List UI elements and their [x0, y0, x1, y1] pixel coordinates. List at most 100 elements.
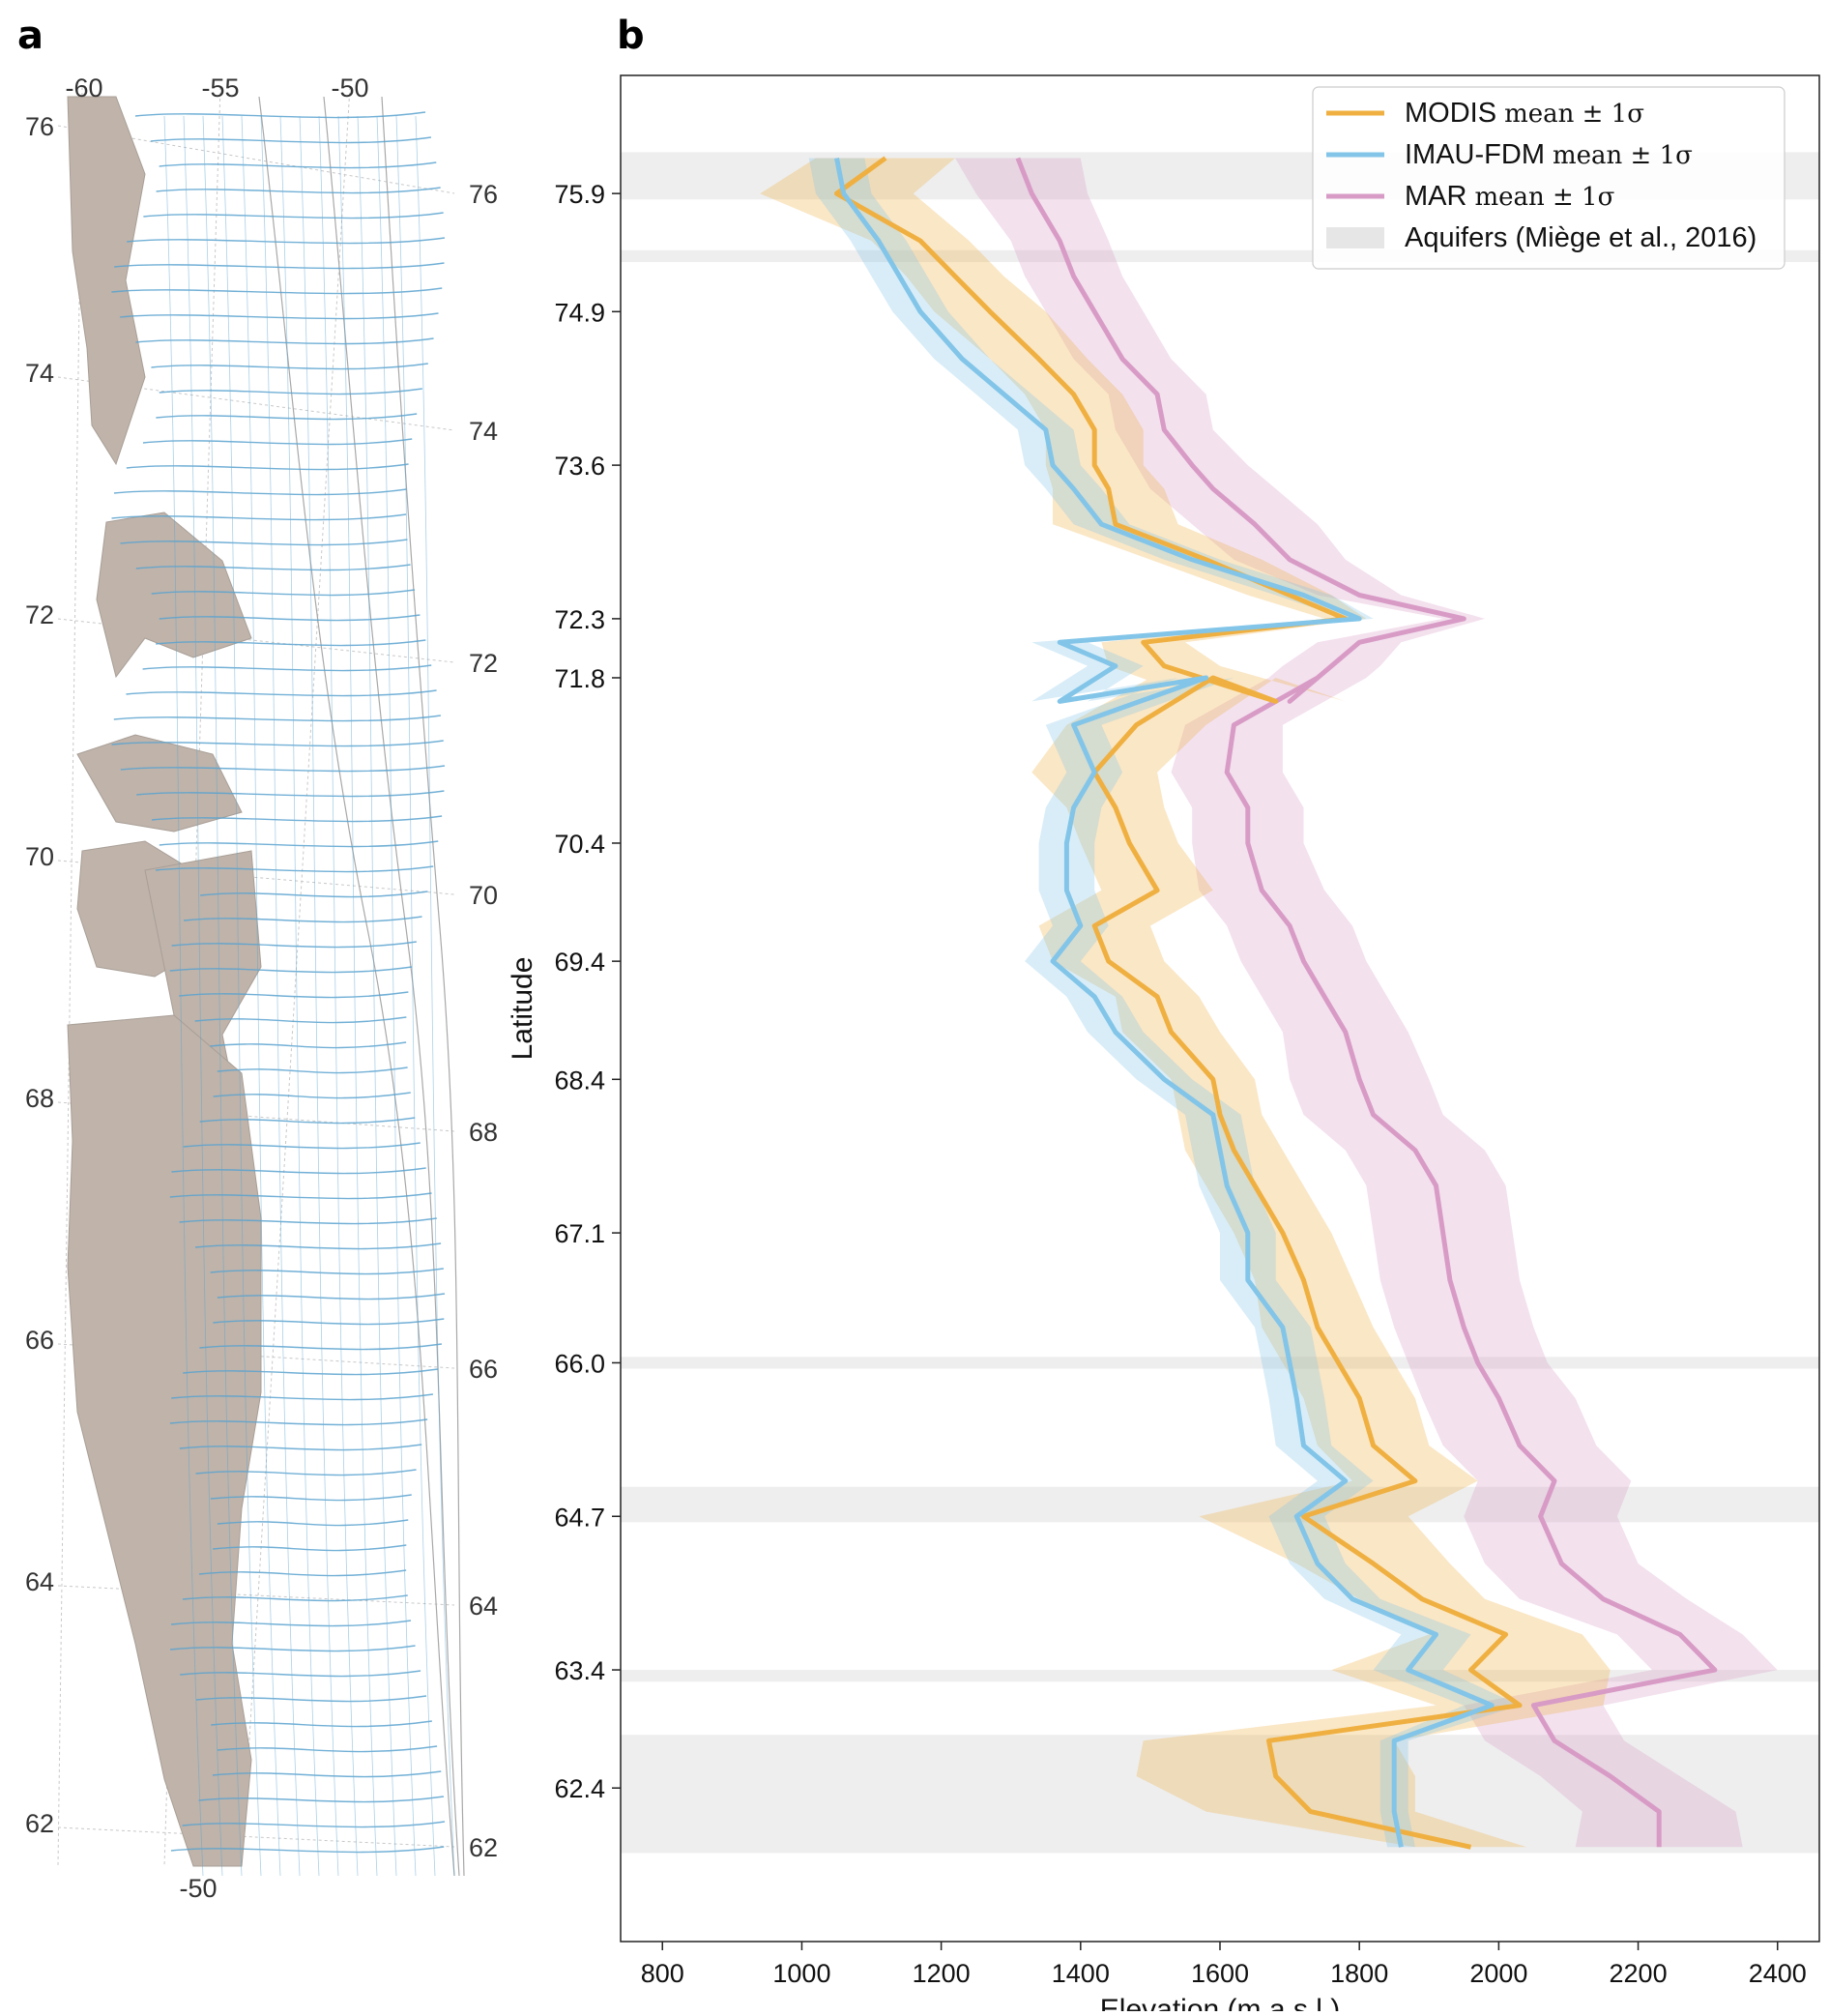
flowline-isochrone [260, 115, 301, 1877]
flowline-isochrone [318, 115, 359, 1877]
flowline-isochrone [202, 115, 243, 1877]
lat-label-left-62: 62 [25, 1809, 54, 1838]
y-axis-title: Latitude [507, 957, 538, 1061]
legend-label-mar: MAR [1405, 181, 1466, 212]
sd-band-mar [955, 158, 1778, 1848]
x-tick-label: 1200 [913, 1959, 971, 1988]
flowline [159, 840, 439, 848]
flowline [114, 262, 445, 270]
lat-label-left-74: 74 [25, 359, 54, 388]
flowline [171, 1393, 434, 1401]
lat-label-right-70: 70 [469, 881, 498, 910]
y-tick-label: 75.9 [554, 180, 605, 209]
lat-label-right-68: 68 [469, 1118, 498, 1147]
flowline [111, 287, 443, 295]
panel-label-b: b [617, 14, 645, 58]
flowline [211, 1720, 432, 1728]
flowline [151, 589, 416, 597]
lon-label-bottom: -50 [179, 1874, 217, 1903]
flowline-isochrone [221, 115, 262, 1877]
lat-label-right-72: 72 [469, 649, 498, 678]
flowline [198, 1796, 445, 1803]
legend-label-aquifers: Aquifers (Miège et al., 2016) [1405, 222, 1756, 253]
flowline [136, 790, 445, 798]
aquifer-band-3 [621, 1357, 1819, 1369]
flowline [120, 539, 408, 546]
flowline-isochrone [241, 115, 281, 1877]
flowline [156, 187, 441, 194]
y-tick-label: 74.9 [554, 298, 605, 327]
flowline-isochrone [395, 115, 436, 1877]
flowline [113, 715, 441, 722]
flowline [151, 363, 428, 370]
lon-label-top-1: -60 [65, 73, 102, 102]
y-tick-label: 63.4 [554, 1656, 605, 1685]
flowline [126, 463, 409, 471]
elevation-latitude-chart: 800 1000 1200 1400 1600 1800 2000 2200 2400 62.4… [507, 74, 1820, 2016]
flowline [180, 1670, 421, 1678]
mean-line-mar [1015, 157, 1718, 1848]
flowline [179, 1217, 437, 1225]
map-panel: -60 -55 -50 -50 76 74 72 70 68 66 64 62 … [0, 58, 503, 1924]
flowline [212, 1770, 442, 1778]
aquifer-band-2 [621, 1486, 1819, 1523]
aquifer-band-1 [621, 1670, 1819, 1682]
lat-label-left-70: 70 [25, 842, 54, 871]
flowline [151, 815, 443, 823]
legend-box [1312, 86, 1785, 270]
chart-panel: 800 1000 1200 1400 1600 1800 2000 2200 2400 62.4… [503, 58, 1829, 2016]
y-tick-label: 71.8 [554, 664, 605, 693]
flowline [111, 740, 444, 747]
flowline [156, 413, 418, 421]
flowline [179, 1444, 422, 1451]
x-tick-label: 1400 [1052, 1959, 1110, 1988]
flowline [135, 337, 434, 345]
flowline-isochrone [299, 115, 339, 1877]
mean-line-imau-fdm [834, 158, 1495, 1848]
flowline [195, 1469, 417, 1476]
lat-label-right-64: 64 [469, 1592, 498, 1621]
y-tick-label: 70.4 [554, 830, 605, 859]
flowline [159, 388, 422, 395]
flowline [135, 564, 411, 571]
legend-patch-aquifers [1326, 227, 1384, 248]
flowline [159, 161, 437, 169]
flowline [169, 966, 413, 974]
legend-suffix-modis: mean ± 1σ [1504, 100, 1644, 129]
x-tick-label: 800 [641, 1959, 684, 1988]
y-tick-label: 68.4 [554, 1066, 605, 1095]
flowline [120, 312, 439, 320]
lat-label-right-76: 76 [469, 180, 498, 209]
y-tick-label: 73.6 [554, 452, 605, 481]
flowline [195, 1695, 427, 1703]
legend-label-modis: MODIS [1405, 98, 1496, 129]
ice-flowlines [111, 111, 455, 1877]
x-tick-label: 2400 [1749, 1959, 1807, 1988]
flowline [217, 1066, 408, 1074]
y-axis-ticks: 62.4 63.4 64.7 66.0 67.1 68.4 69.4 70.4 71.8 72.3… [554, 180, 621, 1803]
flowline [120, 765, 446, 773]
flowline [210, 1494, 412, 1502]
mean-lines [834, 156, 1718, 1850]
x-tick-label: 1600 [1191, 1959, 1249, 1988]
flowline [134, 111, 426, 119]
flowline [155, 865, 434, 873]
x-tick-label: 2200 [1610, 1959, 1668, 1988]
plot-frame [620, 74, 1820, 1943]
lat-label-right-74: 74 [469, 417, 498, 446]
greenland-flowline-map: -60 -55 -50 -50 76 74 72 70 68 66 64 62 … [25, 73, 498, 1903]
flowline-isochrone [415, 115, 455, 1877]
x-axis-ticks: 800 1000 1200 1400 1600 1800 2000 2200 2400 [641, 1942, 1807, 1988]
legend: MODIS mean ± 1σ IMAU-FDM mean ± 1σ MAR m… [1312, 86, 1785, 270]
coastal-land [67, 96, 262, 1867]
flowline [213, 1092, 411, 1099]
flowline-isochrone [183, 115, 223, 1877]
flowline [195, 1242, 442, 1250]
y-tick-label: 69.4 [554, 948, 605, 977]
flowline [159, 614, 421, 622]
flowline [217, 1293, 446, 1300]
flowline-isochrone [337, 115, 378, 1877]
y-tick-label: 72.3 [554, 605, 605, 634]
x-tick-label: 2000 [1469, 1959, 1527, 1988]
flowline [169, 1192, 432, 1200]
